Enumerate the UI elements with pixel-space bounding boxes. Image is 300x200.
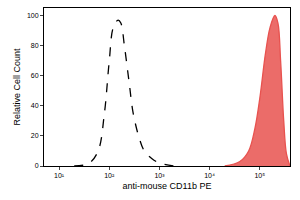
svg-text:10¹: 10¹ (54, 172, 65, 179)
svg-text:60: 60 (31, 72, 39, 79)
svg-text:0: 0 (35, 162, 39, 169)
svg-text:40: 40 (31, 102, 39, 109)
svg-text:10⁴: 10⁴ (204, 172, 215, 179)
svg-text:80: 80 (31, 42, 39, 49)
svg-text:20: 20 (31, 132, 39, 139)
svg-text:Relative Cell Count: Relative Cell Count (12, 48, 22, 126)
svg-text:10³: 10³ (154, 172, 165, 179)
svg-text:10²: 10² (104, 172, 115, 179)
svg-text:10⁵: 10⁵ (254, 172, 265, 179)
svg-text:100: 100 (27, 12, 39, 19)
svg-text:anti-mouse CD11b PE: anti-mouse CD11b PE (123, 181, 212, 191)
